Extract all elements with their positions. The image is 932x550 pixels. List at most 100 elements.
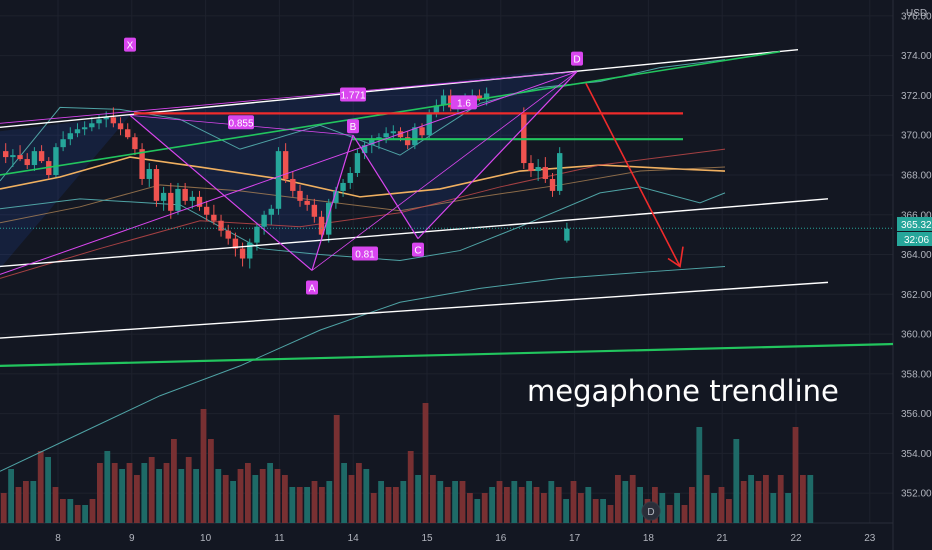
time-axis[interactable]: 8 9 10 11 14 15 16 17 18 21 22 23 (55, 533, 876, 544)
candle-body (247, 242, 253, 259)
volume-bar (45, 457, 51, 523)
volume-bar (674, 493, 680, 523)
volume-bar (363, 469, 370, 523)
candle-body (290, 178, 296, 191)
megaphone-upper-line (0, 49, 799, 128)
volume-bar (548, 481, 555, 523)
volume-bar (311, 481, 318, 523)
candle-body (67, 133, 74, 140)
candle-body (483, 93, 490, 100)
pattern-ext (0, 71, 578, 275)
volume-bar (89, 499, 96, 523)
candle-body (311, 204, 318, 217)
candle-body (60, 139, 66, 148)
volume-bar (119, 469, 125, 523)
volume-bar (437, 481, 444, 523)
volume-bar (259, 469, 266, 523)
candle-body (556, 153, 563, 191)
pattern-leg (417, 71, 578, 240)
volume-bar (763, 475, 769, 523)
volume-bar (518, 487, 525, 523)
volume-bar (378, 481, 384, 523)
volume-bar (319, 487, 325, 523)
pattern-leg (129, 114, 313, 271)
ratio-label: 0.855 (228, 118, 253, 129)
pattern-point-label: B (350, 122, 357, 133)
volume-bar (718, 487, 725, 523)
megaphone-annotation[interactable]: megaphone trendline (527, 374, 839, 408)
volume-bar (800, 475, 806, 523)
candle-body (3, 151, 9, 158)
drawings[interactable]: X A B C D 0.855 1.771 0.81 1.6 D (0, 37, 893, 521)
ratio-label: 1.6 (457, 98, 471, 109)
volume-bar (474, 499, 481, 523)
megaphone-trendline (0, 342, 893, 368)
x-tick-label: 17 (569, 533, 581, 544)
volume-bar (333, 415, 340, 523)
candle-body (333, 190, 339, 203)
candle-body (10, 155, 16, 158)
candle-body (412, 127, 418, 146)
volume-bar (600, 499, 606, 523)
volume-bar (444, 487, 451, 523)
dividend-marker (641, 501, 661, 521)
y-tick-label: 356.00 (901, 409, 932, 420)
volume-bar (385, 487, 392, 523)
volume-bar (8, 469, 14, 523)
volume-bar (496, 481, 503, 523)
volume-bar (659, 493, 666, 523)
candle-body (89, 123, 95, 128)
x-tick-label: 23 (864, 533, 876, 544)
candle-body (397, 131, 404, 138)
volume-bar (193, 469, 199, 523)
candle-body (74, 129, 81, 134)
candle-body (132, 137, 138, 150)
pattern-diag (311, 71, 578, 271)
pattern-point-B (347, 119, 359, 134)
volume-bar (289, 487, 296, 523)
volume-bar (60, 499, 66, 523)
candle-body (53, 147, 59, 175)
indicator-overlays (0, 59, 726, 472)
candle-body (146, 169, 152, 179)
pattern-point-C (412, 242, 424, 257)
candle-body (81, 127, 88, 130)
volume-bar (563, 499, 569, 523)
candle-body (347, 173, 353, 183)
candle-body (96, 119, 102, 124)
channel-lower-line (0, 281, 829, 339)
volume-bar (215, 469, 222, 523)
ratio-label: 1.771 (340, 90, 365, 101)
volume-bar (82, 505, 88, 523)
pattern-point-D (571, 51, 583, 66)
volume-bar (171, 439, 177, 523)
volume-bar (296, 487, 303, 523)
candle-body (354, 153, 361, 174)
price-axis[interactable]: 352.00 354.00 356.00 358.00 360.00 362.00 364.… (901, 11, 932, 499)
volume-bar (703, 475, 710, 523)
pattern-point-label: X (127, 41, 134, 52)
dividend-marker-label: D (647, 507, 654, 518)
volume-bar (733, 439, 740, 523)
volume-bar (459, 481, 466, 523)
volume-bar (585, 487, 592, 523)
x-tick-label: 15 (421, 533, 433, 544)
volume-bar (415, 475, 421, 523)
candle-body (189, 196, 196, 201)
candle-body (17, 155, 23, 160)
volume-bar (111, 463, 118, 523)
candle-body (110, 117, 117, 124)
x-tick-label: 14 (348, 533, 360, 544)
volume-bars (0, 403, 814, 523)
candle-body (297, 190, 303, 201)
ratio-badge (352, 246, 378, 261)
candle-body (117, 123, 124, 130)
volume-bar (792, 427, 799, 523)
volume-bar (356, 463, 362, 523)
projection-arrowhead (667, 246, 684, 268)
volume-bar (807, 475, 814, 523)
candle-body (103, 117, 109, 120)
volume-bar (200, 409, 207, 523)
volume-bar (178, 469, 185, 523)
